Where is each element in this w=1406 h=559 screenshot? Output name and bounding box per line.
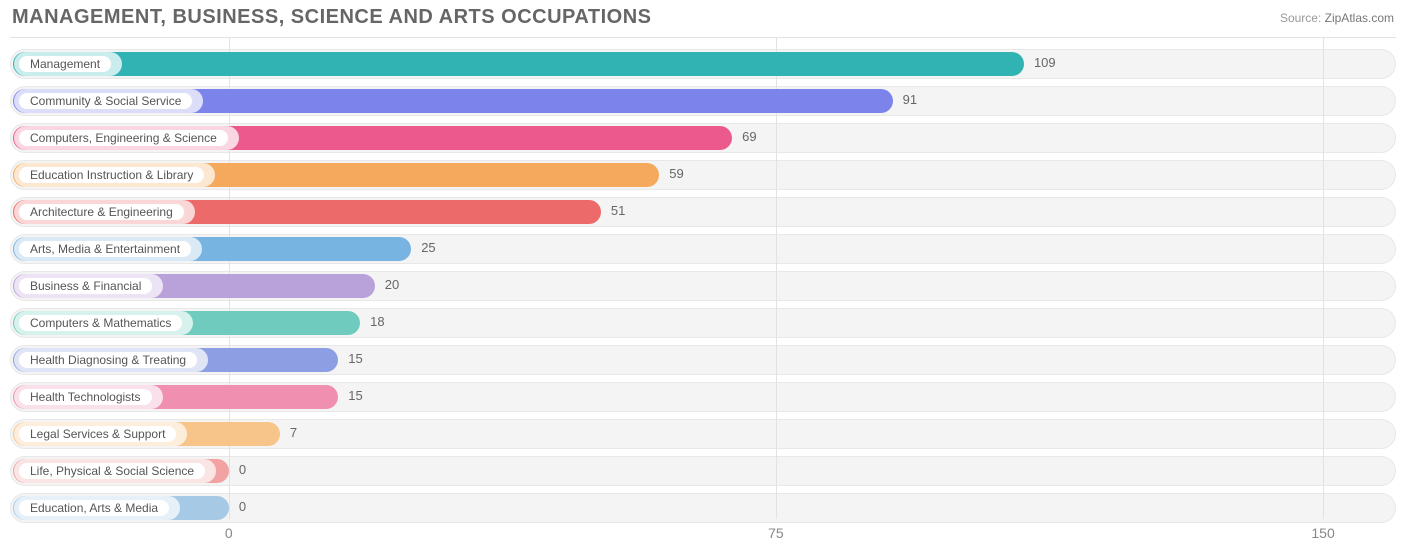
bar-value-label: 59 — [669, 166, 683, 181]
bar-value-label: 18 — [370, 314, 384, 329]
bar-label-pill: Health Diagnosing & Treating — [18, 351, 198, 369]
bar-row: Education, Arts & Media 0 — [10, 492, 1396, 524]
bar-row: Computers & Mathematics 18 — [10, 307, 1396, 339]
bar-label-pill: Education Instruction & Library — [18, 166, 205, 184]
bar-row: Health Technologists 15 — [10, 381, 1396, 413]
source-attribution: Source: ZipAtlas.com — [1280, 11, 1394, 25]
bar-label-pill: Computers, Engineering & Science — [18, 129, 229, 147]
source-label: Source: — [1280, 11, 1321, 25]
x-tick-label: 150 — [1311, 525, 1334, 541]
bar-value-label: 51 — [611, 203, 625, 218]
x-tick-label: 0 — [225, 525, 233, 541]
bar-value-label: 0 — [239, 462, 246, 477]
bar-value-label: 20 — [385, 277, 399, 292]
bar-row: Computers, Engineering & Science 69 — [10, 122, 1396, 154]
bar-container: Management 109 Community & Social Service 9… — [10, 38, 1396, 524]
bar-row: Legal Services & Support 7 — [10, 418, 1396, 450]
bar-value-label: 69 — [742, 129, 756, 144]
grid-line — [1323, 38, 1324, 519]
bar-label-pill: Health Technologists — [18, 388, 153, 406]
bar-value-label: 91 — [903, 92, 917, 107]
chart-header: MANAGEMENT, BUSINESS, SCIENCE AND ARTS O… — [0, 0, 1406, 33]
bar-label-pill: Business & Financial — [18, 277, 153, 295]
chart-plot-area: Management 109 Community & Social Service 9… — [10, 37, 1396, 547]
bar-label-pill: Arts, Media & Entertainment — [18, 240, 192, 258]
bar-value-label: 7 — [290, 425, 297, 440]
bar-row: Education Instruction & Library 59 — [10, 159, 1396, 191]
chart-title: MANAGEMENT, BUSINESS, SCIENCE AND ARTS O… — [12, 6, 651, 29]
bar-label-pill: Education, Arts & Media — [18, 499, 170, 517]
bar-label-pill: Life, Physical & Social Science — [18, 462, 206, 480]
bar-label-pill: Architecture & Engineering — [18, 203, 185, 221]
bar-fill — [13, 52, 1024, 76]
bar-row: Architecture & Engineering 51 — [10, 196, 1396, 228]
source-name: ZipAtlas.com — [1325, 11, 1394, 25]
x-tick-label: 75 — [768, 525, 784, 541]
bar-label-pill: Computers & Mathematics — [18, 314, 183, 332]
bar-row: Community & Social Service 91 — [10, 85, 1396, 117]
bar-value-label: 15 — [348, 388, 362, 403]
bar-row: Health Diagnosing & Treating 15 — [10, 344, 1396, 376]
bar-row: Arts, Media & Entertainment 25 — [10, 233, 1396, 265]
bar-label-pill: Community & Social Service — [18, 92, 193, 110]
bar-value-label: 25 — [421, 240, 435, 255]
bar-value-label: 0 — [239, 499, 246, 514]
bar-row: Management 109 — [10, 48, 1396, 80]
bar-label-pill: Legal Services & Support — [18, 425, 177, 443]
bar-label-pill: Management — [18, 55, 112, 73]
bar-value-label: 109 — [1034, 55, 1056, 70]
bar-row: Business & Financial 20 — [10, 270, 1396, 302]
bar-row: Life, Physical & Social Science 0 — [10, 455, 1396, 487]
bar-value-label: 15 — [348, 351, 362, 366]
